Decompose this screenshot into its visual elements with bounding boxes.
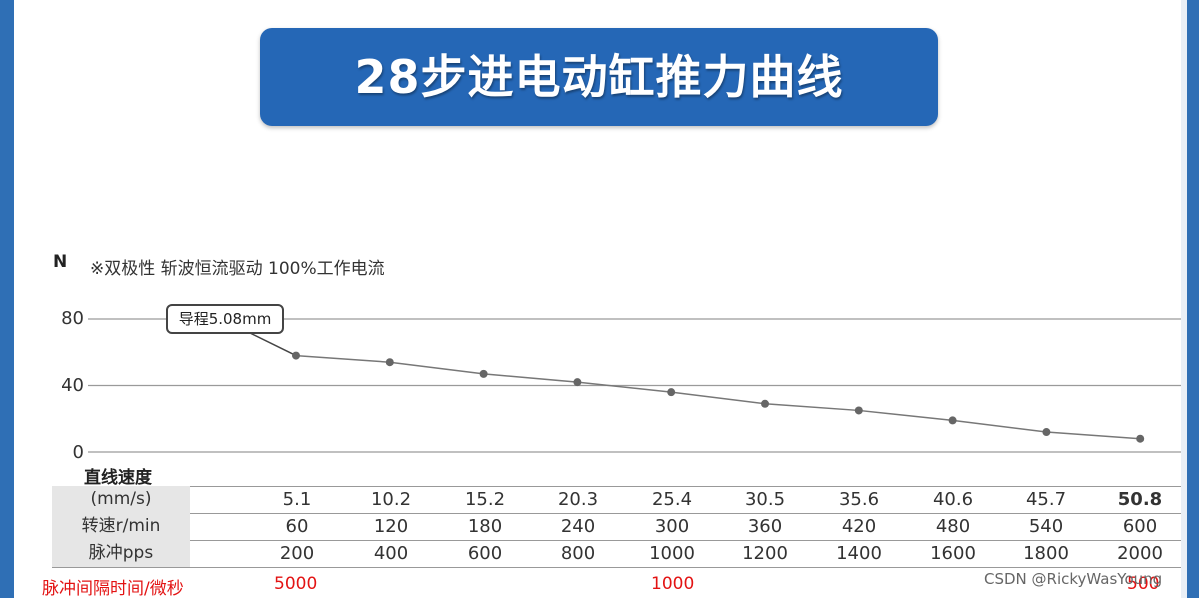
cell-speed-6: 30.5 — [744, 489, 786, 510]
thrust-curve-line — [295, 354, 1141, 440]
data-point-4 — [573, 378, 582, 387]
data-point-6 — [761, 399, 769, 408]
cell-speed-8: 40.6 — [932, 489, 974, 510]
row-label-pps: 脉冲pps — [52, 540, 190, 567]
cell-pps-6: 1200 — [742, 543, 788, 564]
cell-speed-4: 20.3 — [557, 489, 599, 510]
lead-callout-label: 导程5.08mm — [166, 304, 284, 334]
data-point-2 — [385, 358, 394, 367]
pulse-interval-5000: 5000 — [274, 574, 318, 594]
chart-title: 28步进电动缸推力曲线 — [354, 50, 844, 104]
data-point-7 — [854, 406, 863, 415]
cell-rpm-9: 540 — [1028, 516, 1064, 537]
left-border-strip — [0, 0, 14, 598]
drive-condition-note: ※双极性 斩波恒流驱动 100%工作电流 — [90, 259, 385, 279]
table-row-speed: (mm/s) 5.1 10.2 15.2 20.3 25.4 30.5 35.6… — [52, 486, 1181, 513]
cell-pps-7: 1400 — [836, 543, 882, 564]
cell-pps-1: 200 — [279, 543, 315, 564]
cell-speed-2: 10.2 — [370, 489, 412, 510]
cell-speed-1: 5.1 — [282, 489, 312, 510]
cell-rpm-2: 120 — [373, 516, 409, 537]
row-label-rpm: 转速r/min — [52, 513, 190, 540]
pulse-interval-1000: 1000 — [651, 574, 695, 594]
cell-pps-8: 1600 — [930, 543, 976, 564]
table-row-rpm: 转速r/min 60 120 180 240 300 360 420 480 5… — [52, 513, 1181, 540]
callout-pointer-line — [249, 332, 297, 357]
title-banner: 28步进电动缸推力曲线 — [260, 28, 938, 126]
cell-pps-10: 2000 — [1117, 543, 1163, 564]
data-point-1 — [292, 351, 300, 360]
data-point-5 — [667, 388, 676, 397]
speed-heading: 直线速度 — [84, 468, 152, 488]
pulse-interval-500: 500 — [1127, 574, 1160, 594]
table-line — [52, 486, 1181, 487]
cell-rpm-4: 240 — [560, 516, 596, 537]
watermark: CSDN @RickyWasYoung — [984, 570, 1163, 588]
cell-rpm-3: 180 — [467, 516, 503, 537]
cell-speed-5: 25.4 — [651, 489, 693, 510]
pulse-interval-label: 脉冲间隔时间/微秒 — [42, 579, 184, 599]
cell-rpm-5: 300 — [654, 516, 690, 537]
data-points — [292, 351, 1145, 443]
y-tick-40: 40 — [61, 375, 84, 396]
table-line — [52, 513, 1181, 514]
cell-pps-4: 800 — [560, 543, 596, 564]
table-line — [52, 540, 1181, 541]
cell-pps-3: 600 — [467, 543, 503, 564]
table-line — [52, 567, 1181, 568]
cell-speed-10: 50.8 — [1117, 489, 1163, 510]
cell-speed-3: 15.2 — [464, 489, 506, 510]
cell-rpm-8: 480 — [935, 516, 971, 537]
cell-speed-7: 35.6 — [838, 489, 880, 510]
y-axis-unit-label: N — [53, 252, 68, 272]
cell-pps-2: 400 — [373, 543, 409, 564]
right-border-strip — [1187, 0, 1199, 598]
row-label-speed: (mm/s) — [52, 486, 190, 513]
data-point-9 — [1042, 428, 1051, 437]
cell-speed-9: 45.7 — [1025, 489, 1067, 510]
cell-rpm-7: 420 — [841, 516, 877, 537]
cell-rpm-10: 600 — [1122, 516, 1158, 537]
y-tick-0: 0 — [72, 442, 84, 463]
data-point-10 — [1136, 434, 1145, 443]
data-point-8 — [948, 416, 957, 425]
cell-rpm-6: 360 — [747, 516, 783, 537]
y-tick-80: 80 — [61, 308, 84, 329]
cell-rpm-1: 60 — [285, 516, 309, 537]
right-border-inner-strip — [1181, 0, 1187, 598]
data-point-3 — [479, 369, 488, 378]
cell-pps-5: 1000 — [649, 543, 695, 564]
table-row-pps: 脉冲pps 200 400 600 800 1000 1200 1400 160… — [52, 540, 1181, 567]
gridlines — [88, 318, 1181, 453]
cell-pps-9: 1800 — [1023, 543, 1069, 564]
